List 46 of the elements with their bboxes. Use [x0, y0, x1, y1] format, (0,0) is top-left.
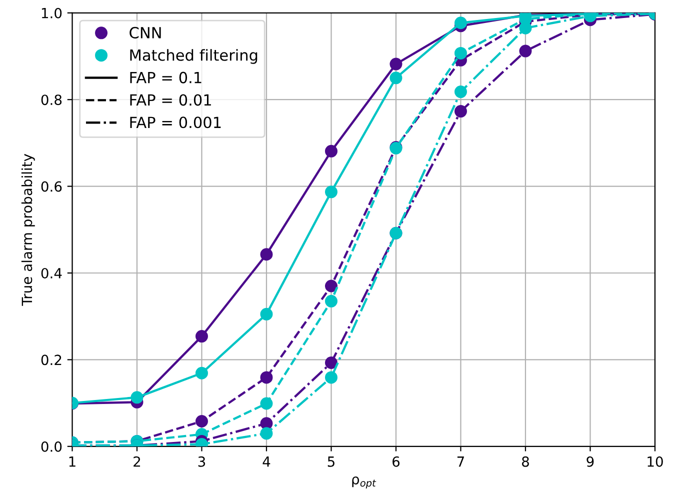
x-tick-label: 1: [69, 456, 76, 467]
x-tick-label: 7: [457, 456, 464, 467]
point: [260, 371, 273, 384]
x-tick-label: 8: [522, 456, 529, 467]
point: [195, 415, 208, 428]
point: [260, 308, 273, 320]
point: [260, 427, 273, 440]
point: [324, 280, 338, 292]
point: [130, 391, 144, 404]
point: [195, 366, 208, 380]
x-tick-label: 9: [586, 456, 594, 467]
legend-label: FAP = 0.001: [130, 116, 221, 128]
point: [519, 44, 532, 58]
y-tick-label: 1.0: [42, 8, 62, 18]
y-tick-label: 0.0: [41, 441, 62, 452]
point: [324, 294, 338, 308]
y-axis-title: True alarm probability: [21, 154, 35, 306]
point: [454, 105, 467, 118]
point: [324, 144, 338, 158]
point: [454, 16, 467, 30]
point: [454, 86, 467, 98]
point: [390, 72, 402, 84]
legend-label: Matched filtering: [130, 49, 258, 64]
x-tick-label: 4: [262, 456, 270, 467]
point: [195, 330, 208, 343]
y-tick-label: 0.8: [41, 94, 62, 106]
legend-label: FAP = 0.1: [130, 72, 202, 84]
point: [260, 248, 273, 261]
x-tick-label: 10: [648, 456, 663, 467]
x-tick-label: 3: [198, 456, 206, 467]
legend-label: FAP = 0.01: [130, 94, 211, 106]
point: [260, 397, 273, 410]
legend-label: CNN: [130, 26, 161, 38]
x-tick-label: 2: [134, 456, 140, 467]
point: [454, 46, 467, 60]
x-tick-label: 6: [392, 456, 400, 467]
x-tick-label: 5: [328, 456, 334, 467]
y-tick-label: 0.4: [41, 268, 62, 278]
point: [390, 58, 402, 70]
point: [324, 356, 338, 369]
point: [324, 186, 338, 198]
x-axis-title: ρ$_{opt}$: [352, 476, 376, 489]
y-tick-label: 0.6: [41, 181, 62, 192]
point: [324, 371, 338, 384]
point: [260, 417, 273, 430]
y-tick-label: 0.2: [41, 354, 62, 366]
